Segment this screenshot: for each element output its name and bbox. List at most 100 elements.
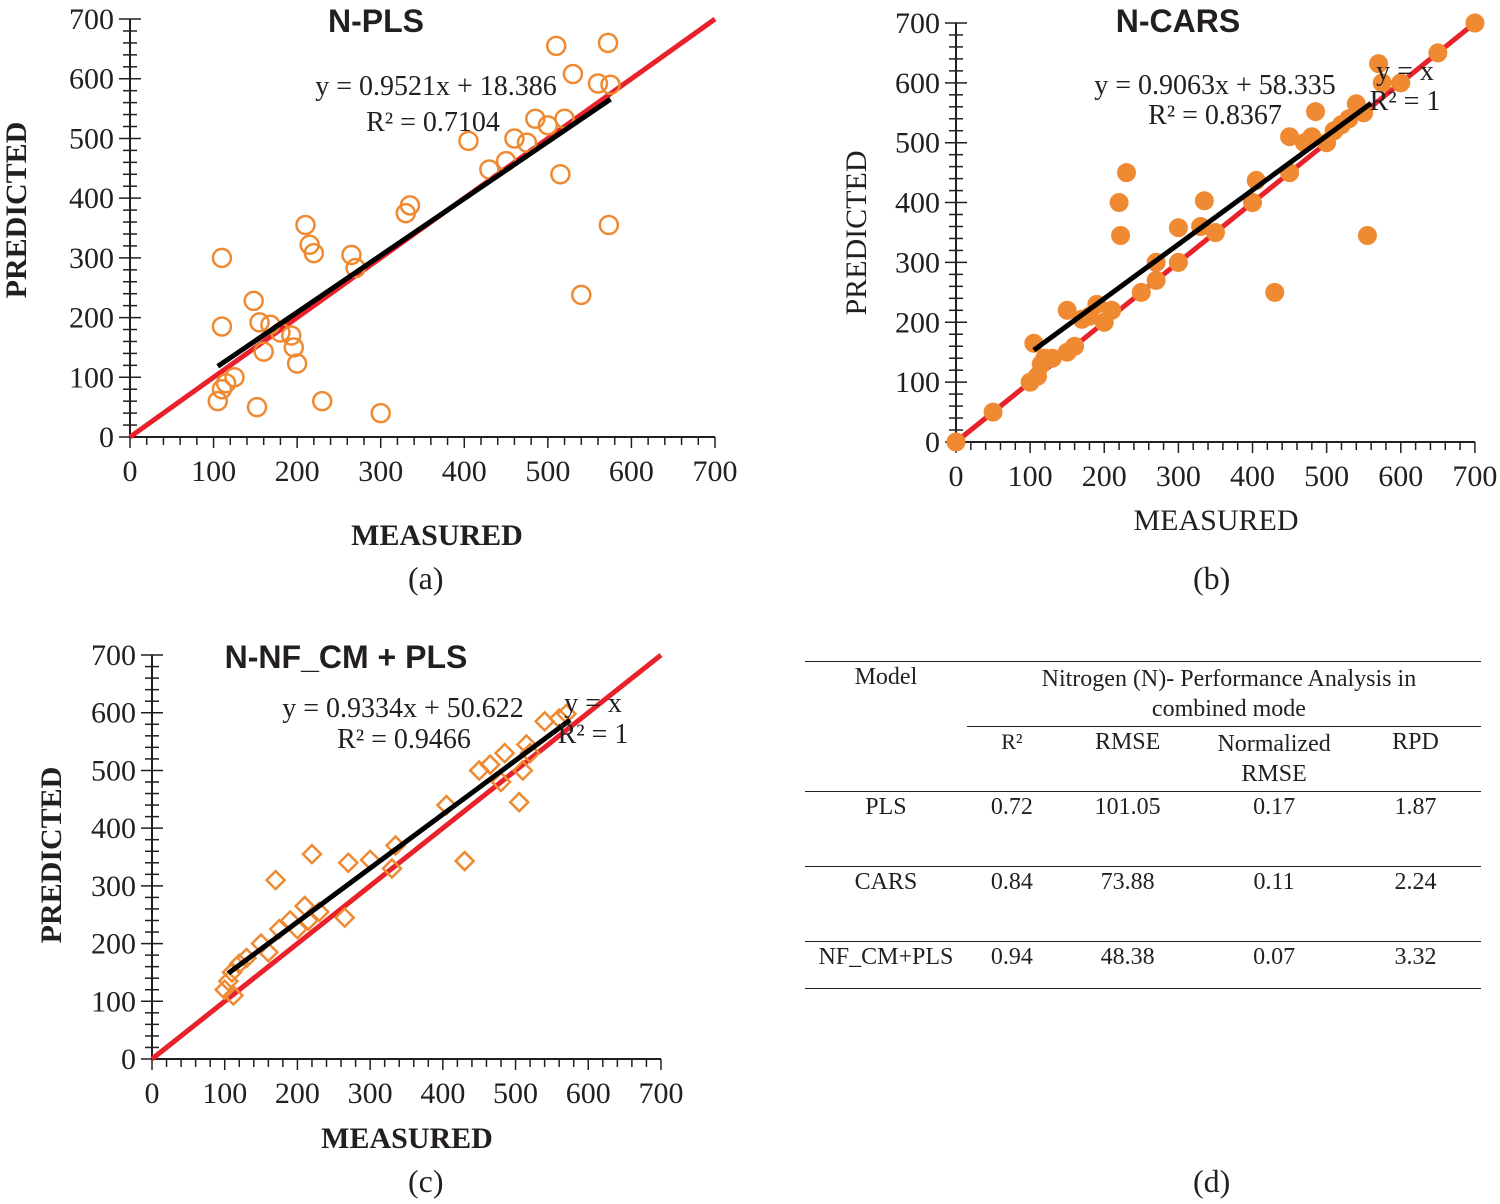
table-row: PLS 0.72 101.05 0.17 1.87 [805,792,1481,867]
data-point [341,244,362,266]
table-cell-rmse: 73.88 [1056,866,1199,942]
table-cell-rpd: 3.32 [1349,941,1481,989]
table-row: NF_CM+PLS 0.94 48.38 0.07 3.32 [805,941,1481,989]
table-header-group: Nitrogen (N)- Performance Analysis in co… [966,661,1481,727]
y-tick-label: 500 [69,122,114,155]
table-subheader-blank [805,726,967,792]
x-tick-label: 200 [275,1077,320,1110]
y-tick-label: 0 [925,426,940,459]
equation-annotation: y = 0.9521x + 18.386 [315,71,557,102]
data-point [1306,102,1326,122]
data-point [301,843,323,865]
equation-annotation: R² = 0.9466 [337,724,471,755]
data-point [479,159,500,180]
data-point [525,108,546,129]
caption-c: (c) [408,1163,444,1199]
data-point [1428,43,1448,63]
data-point [504,128,525,149]
data-point [399,195,421,216]
x-tick-label: 700 [1452,460,1497,493]
y-tick-label: 200 [69,302,114,335]
data-point [600,74,621,95]
data-point [243,290,264,312]
data-point [221,961,243,984]
x-tick-label: 500 [1304,460,1349,493]
table-subheader-r2-text: R² [1001,729,1023,754]
equation-annotation: y = 0.9334x + 50.622 [282,693,524,724]
data-point [545,35,567,57]
x-tick-label: 100 [202,1077,247,1110]
x-tick-label: 700 [692,455,737,488]
table-header-model: Model [805,661,967,727]
data-point [1194,191,1214,211]
table-cell-r2: 0.94 [966,941,1057,989]
table-cell-r2: 0.72 [990,794,1033,820]
y-tick-label: 500 [895,127,940,160]
equation-annotation: R² = 1 [558,719,629,750]
x-tick-label: 500 [525,455,570,488]
y-tick-label: 0 [121,1043,136,1076]
data-point [1205,222,1225,242]
data-point [333,906,356,929]
table-cell-nrmse: 0.17 [1253,794,1296,820]
x-tick-label: 0 [123,455,138,488]
data-point [1369,54,1389,74]
table-cell-r2: 0.84 [966,866,1057,942]
data-point [246,396,268,418]
equation-annotation: y = 0.9063x + 58.335 [1094,70,1336,101]
data-point [1391,73,1411,93]
data-point [311,390,333,412]
y-tick-label: 700 [895,7,940,40]
table-cell-nrmse: 0.07 [1198,941,1350,989]
y-axis-title: PREDICTED [840,151,873,316]
data-point [562,63,584,85]
y-tick-label: 400 [69,182,114,215]
data-point [512,759,534,782]
table-subheader-r2: R² [966,726,1057,792]
y-tick-label: 0 [99,421,114,454]
data-point [550,164,571,185]
regression-line [226,718,572,976]
data-point [303,242,325,264]
table-cell-model: NF_CM+PLS [805,941,967,989]
y-tick-label: 400 [895,187,940,220]
chart-title: N-PLS [328,3,424,39]
data-point [1116,163,1136,183]
data-point [1109,193,1129,213]
data-point [249,312,270,333]
x-tick-label: 0 [145,1077,160,1110]
x-tick-label: 400 [1230,460,1275,493]
table-cell-model: CARS [805,866,967,942]
x-tick-label: 400 [420,1077,465,1110]
x-axis-title: MEASURED [1133,504,1298,537]
x-tick-label: 700 [638,1077,683,1110]
y-tick-label: 700 [69,3,114,36]
x-tick-label: 600 [609,455,654,488]
y-tick-label: 600 [69,63,114,96]
table-cell-rmse: 48.38 [1056,941,1199,989]
data-point [519,742,541,764]
data-point [370,402,391,424]
data-point [211,378,233,400]
y-tick-label: 100 [69,361,114,394]
data-point [1357,225,1377,245]
data-point [211,247,233,269]
data-point [1146,270,1166,290]
table-cell-rpd: 2.24 [1349,866,1481,942]
data-point [381,857,403,880]
y-tick-label: 200 [91,928,136,961]
x-tick-label: 600 [566,1077,611,1110]
y-axis-title: PREDICTED [0,122,33,299]
data-point [207,390,228,412]
data-point [337,852,360,874]
y-tick-label: 200 [895,306,940,339]
table-subheader-rpd: RPD [1349,726,1481,792]
data-point [286,353,308,374]
data-point [295,214,316,236]
caption-a: (a) [408,560,444,596]
data-point [281,325,302,346]
regression-line [216,97,612,369]
